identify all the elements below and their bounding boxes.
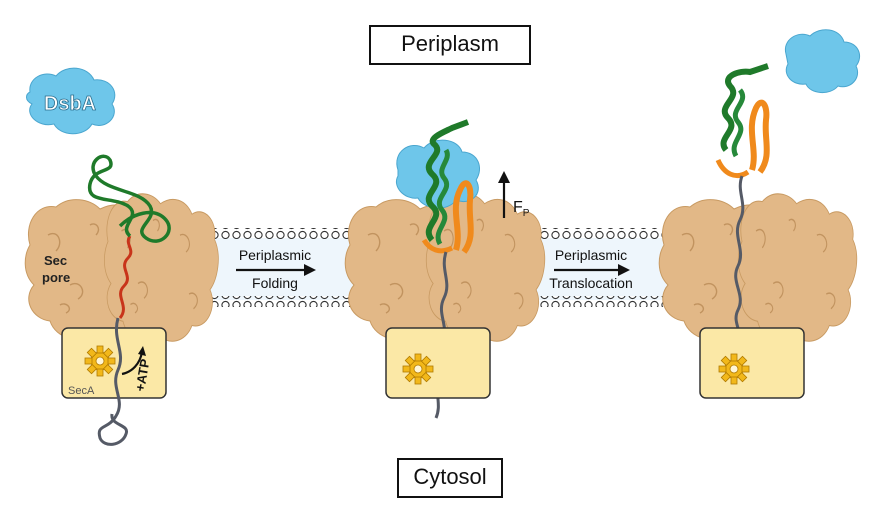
step-folding-line2: Folding	[252, 275, 298, 291]
seca-motor	[699, 327, 805, 399]
atp-arrow-icon	[121, 351, 144, 376]
folding-protein	[421, 119, 474, 254]
pulling-force: FP	[498, 171, 530, 219]
translocating-chain	[734, 175, 745, 339]
sec-pore-label-line1: Sec	[44, 253, 67, 268]
atp-label: +ATP	[132, 357, 152, 392]
periplasm-label: Periplasm	[369, 25, 531, 65]
seca-label: SecA	[68, 385, 95, 397]
step-translocation-line1: Periplasmic	[555, 247, 627, 263]
panel-1: DsbA Sec pore SecA +ATP	[24, 67, 220, 446]
panel-3	[658, 29, 860, 399]
sec-pore-label-line2: pore	[42, 270, 70, 285]
dsba-protein: DsbA	[26, 67, 116, 135]
step-folding: Periplasmic Folding	[236, 247, 316, 291]
cytosol-label: Cytosol	[397, 458, 503, 498]
unfolded-red-segment	[118, 235, 133, 319]
step-translocation-line2: Translocation	[549, 275, 633, 291]
sec-pore	[658, 193, 858, 342]
seca-motor	[385, 327, 491, 399]
gear-icon	[718, 353, 750, 385]
dsba-label: DsbA	[44, 93, 96, 115]
unfolded-green-segment	[87, 154, 171, 243]
step-translocation: Periplasmic Translocation	[549, 247, 633, 291]
unfolded-chain	[97, 317, 128, 446]
gear-icon	[402, 353, 434, 385]
step-folding-line1: Periplasmic	[239, 247, 311, 263]
folded-protein	[715, 63, 770, 178]
panel-2: FP	[344, 119, 546, 419]
dsba-released	[784, 29, 860, 93]
force-label: FP	[513, 199, 530, 219]
gear-icon	[84, 345, 116, 377]
seca-motor: SecA +ATP	[61, 327, 167, 399]
